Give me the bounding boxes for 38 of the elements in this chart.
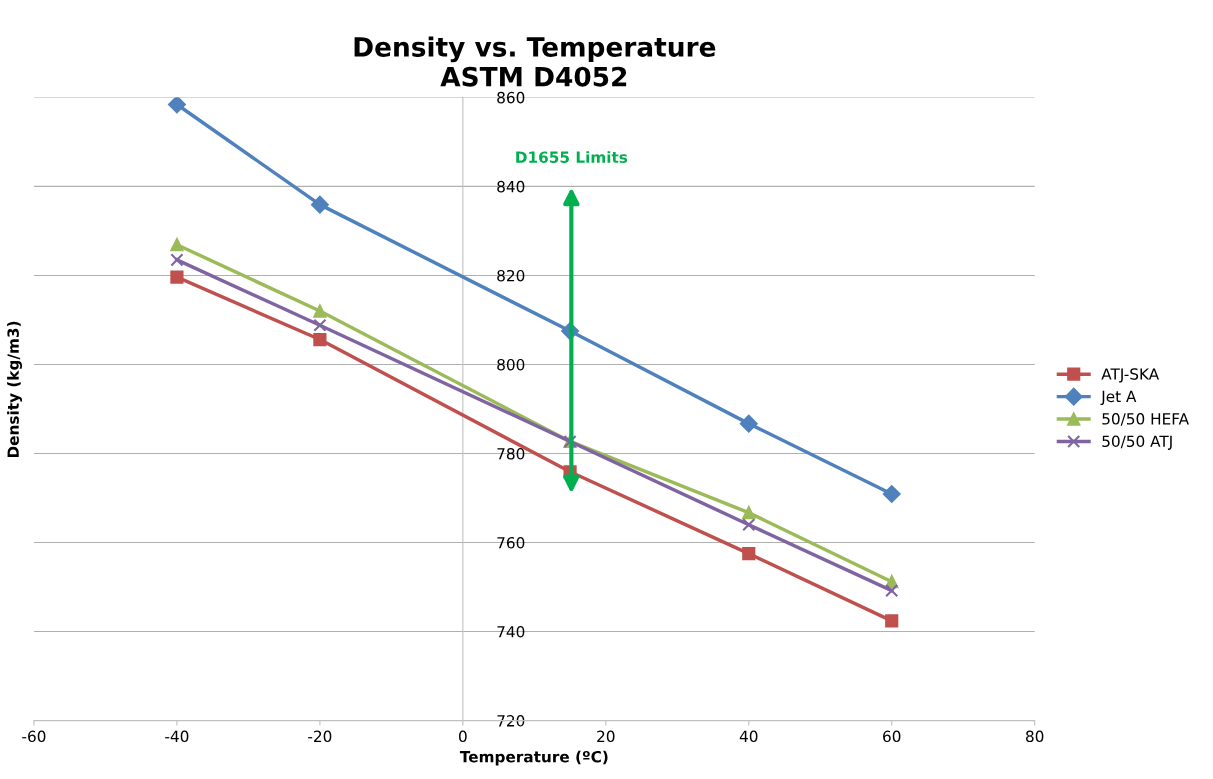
point <box>885 614 899 628</box>
point <box>313 332 327 347</box>
point <box>742 547 756 561</box>
point <box>310 195 329 214</box>
y-tick-label: 820 <box>497 269 525 282</box>
x-axis-title: Temperature (ºC) <box>459 750 608 766</box>
point <box>882 485 901 503</box>
point <box>885 584 899 598</box>
legend-label: 50/50 ATJ <box>1102 435 1172 450</box>
x-tick-label: 20 <box>597 730 615 743</box>
legend-label: 50/50 HEFA <box>1102 413 1189 426</box>
y-tick-label: 760 <box>497 536 525 549</box>
point <box>168 97 186 114</box>
point <box>170 238 184 252</box>
x-tick-label: 80 <box>1026 730 1044 743</box>
y-axis-title: Density (kg/m3) <box>7 321 23 458</box>
point <box>742 518 756 532</box>
point <box>739 414 758 433</box>
y-tick-label: 800 <box>497 358 525 371</box>
x-tick-label: 60 <box>883 730 901 743</box>
x-tick-label: -40 <box>165 730 189 743</box>
point <box>742 506 756 520</box>
y-tick-label: 740 <box>497 626 525 638</box>
point <box>313 304 327 318</box>
y-tick-label: 840 <box>497 180 525 193</box>
legend-label: Jet A <box>1100 390 1137 406</box>
legend-label: ATJ-SKA <box>1101 368 1160 383</box>
y-tick-label: 860 <box>497 91 525 104</box>
point <box>313 318 327 332</box>
annotation: D1655 Limits <box>516 151 628 163</box>
x-tick-label: -20 <box>308 730 332 743</box>
point <box>170 253 184 267</box>
x-tick-label: -60 <box>22 730 46 743</box>
chart-title: Density vs. Temperature ASTM D4052 <box>354 36 716 87</box>
y-tick-label: 780 <box>497 447 525 460</box>
point <box>170 270 184 284</box>
x-tick-label: 40 <box>739 730 758 743</box>
x-tick-label: 0 <box>458 730 467 743</box>
